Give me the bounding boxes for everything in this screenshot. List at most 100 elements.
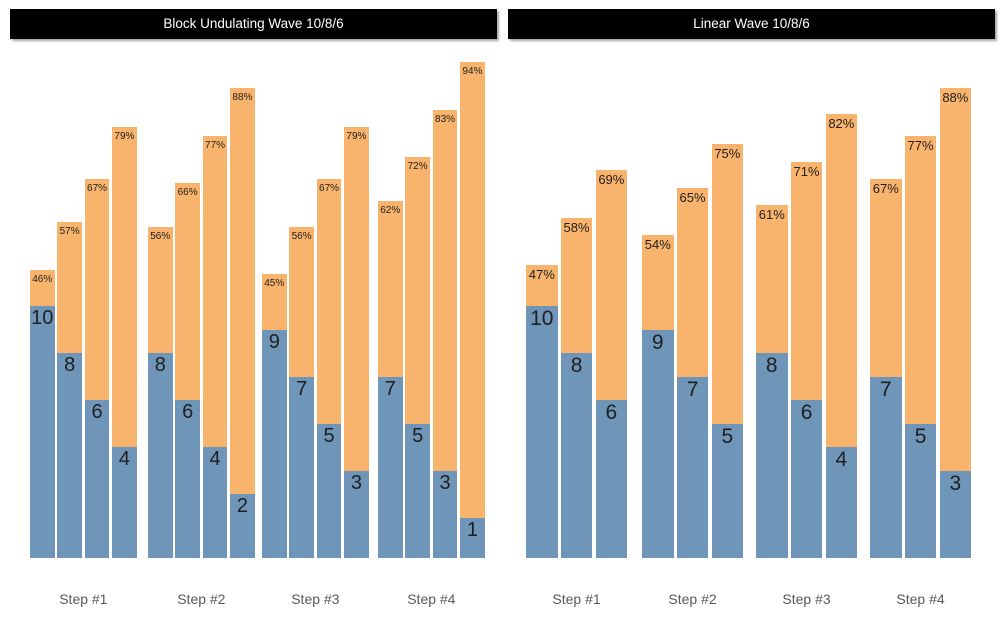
reps-bar-segment: 5 bbox=[316, 424, 342, 558]
reps-bar-segment: 6 bbox=[175, 400, 200, 558]
reps-value-label: 7 bbox=[686, 378, 699, 401]
intensity-bar-step2-3: 75% 5 bbox=[711, 144, 744, 558]
x-axis-step-label: Step #2 bbox=[668, 591, 717, 607]
reps-bar-segment: 3 bbox=[939, 471, 972, 558]
reps-bar-segment: 5 bbox=[904, 424, 937, 558]
reps-value-label: 6 bbox=[605, 401, 618, 424]
reps-value-label: 7 bbox=[296, 378, 308, 400]
intensity-percent-label: 69% bbox=[598, 172, 625, 187]
x-axis-step-label: Step #4 bbox=[896, 591, 945, 607]
intensity-percent-label: 79% bbox=[346, 131, 367, 142]
x-axis-step-label: Step #2 bbox=[177, 591, 226, 607]
intensity-percent-label: 47% bbox=[528, 267, 555, 282]
intensity-percent-label: 56% bbox=[291, 231, 312, 242]
reps-bar-segment: 4 bbox=[825, 447, 858, 558]
intensity-bar-step3-2: 71% 6 bbox=[790, 162, 823, 558]
reps-bar-segment: 7 bbox=[870, 377, 902, 558]
intensity-bar-step1-3: 69% 6 bbox=[595, 170, 628, 558]
intensity-percent-label: 88% bbox=[942, 90, 969, 105]
intensity-percent-label: 46% bbox=[32, 274, 53, 285]
intensity-percent-label: 88% bbox=[232, 92, 253, 103]
intensity-bar-step3-3: 67% 5 bbox=[316, 179, 342, 558]
intensity-bar-step1-3: 67% 6 bbox=[84, 179, 110, 558]
reps-value-label: 3 bbox=[350, 472, 362, 494]
intensity-bar-step3-4: 79% 3 bbox=[344, 127, 369, 558]
x-axis-step-label: Step #1 bbox=[552, 591, 601, 607]
intensity-bar-step1-2: 58% 8 bbox=[560, 218, 593, 558]
reps-bar-segment: 5 bbox=[711, 424, 744, 558]
reps-value-label: 5 bbox=[721, 425, 734, 448]
reps-bar-segment: 8 bbox=[756, 353, 788, 558]
reps-value-label: 4 bbox=[118, 448, 130, 470]
panel-title: Linear Wave 10/8/6 bbox=[693, 16, 810, 31]
intensity-bar-step3-2: 56% 7 bbox=[289, 227, 314, 558]
intensity-bar-step4-4: 94% 1 bbox=[460, 62, 485, 558]
reps-value-label: 5 bbox=[914, 425, 927, 448]
intensity-bar-step2-1: 56% 8 bbox=[148, 227, 173, 558]
reps-value-label: 9 bbox=[651, 331, 664, 354]
intensity-bar-step1-1: 46% 10 bbox=[30, 270, 55, 558]
x-axis-step-label: Step #3 bbox=[291, 591, 340, 607]
intensity-percent-label: 83% bbox=[435, 114, 456, 125]
intensity-bar-step2-2: 66% 6 bbox=[175, 183, 200, 558]
reps-bar-segment: 7 bbox=[378, 377, 403, 558]
reps-bar-segment: 10 bbox=[30, 306, 55, 558]
intensity-percent-label: 67% bbox=[87, 183, 108, 194]
reps-bar-segment: 1 bbox=[460, 518, 485, 558]
reps-bar-segment: 4 bbox=[202, 447, 228, 558]
reps-bar-segment: 2 bbox=[230, 494, 255, 558]
reps-value-label: 4 bbox=[209, 448, 221, 470]
x-axis-step-label: Step #3 bbox=[782, 591, 831, 607]
reps-value-label: 5 bbox=[412, 425, 424, 447]
intensity-bar-step4-2: 72% 5 bbox=[405, 157, 430, 558]
reps-bar-segment: 5 bbox=[405, 424, 430, 558]
intensity-percent-label: 62% bbox=[380, 205, 401, 216]
intensity-percent-label: 66% bbox=[177, 187, 198, 198]
reps-value-label: 8 bbox=[154, 354, 166, 376]
reps-bar-segment: 8 bbox=[57, 353, 82, 558]
reps-value-label: 9 bbox=[268, 331, 280, 353]
reps-bar-segment: 9 bbox=[642, 330, 674, 558]
intensity-bar-step3-1: 61% 8 bbox=[756, 205, 788, 558]
intensity-percent-label: 82% bbox=[828, 116, 855, 131]
reps-bar-segment: 3 bbox=[432, 471, 458, 558]
reps-value-label: 4 bbox=[835, 448, 848, 471]
panel-linear-wave: Linear Wave 10/8/6 47% 10 58% 8 69% 6 Step #1 5… bbox=[508, 0, 995, 618]
reps-value-label: 6 bbox=[91, 401, 103, 423]
x-axis-step-label: Step #1 bbox=[59, 591, 108, 607]
intensity-bar-step4-1: 62% 7 bbox=[378, 201, 403, 558]
reps-value-label: 2 bbox=[236, 495, 248, 517]
intensity-percent-label: 58% bbox=[563, 220, 590, 235]
reps-value-label: 10 bbox=[31, 307, 54, 329]
reps-value-label: 8 bbox=[765, 354, 778, 377]
intensity-percent-label: 61% bbox=[758, 207, 785, 222]
reps-value-label: 8 bbox=[64, 354, 76, 376]
intensity-bar-step3-3: 82% 4 bbox=[825, 114, 858, 558]
intensity-bar-step4-3: 83% 3 bbox=[432, 110, 458, 558]
plot-area: 46% 10 57% 8 67% 6 79% 4 Step #1 56% 8 66% 6 77% 4 88% 2… bbox=[10, 0, 497, 618]
reps-value-label: 1 bbox=[466, 519, 478, 541]
intensity-bar-step2-4: 88% 2 bbox=[230, 88, 255, 558]
intensity-percent-label: 56% bbox=[150, 231, 171, 242]
plot-area: 47% 10 58% 8 69% 6 Step #1 54% 9 65% 7 75% 5 Step #2 6… bbox=[508, 0, 995, 618]
reps-value-label: 3 bbox=[949, 472, 962, 495]
intensity-percent-label: 77% bbox=[907, 138, 934, 153]
reps-bar-segment: 6 bbox=[790, 400, 823, 558]
intensity-bar-step4-3: 88% 3 bbox=[939, 88, 972, 558]
reps-value-label: 6 bbox=[800, 401, 813, 424]
reps-bar-segment: 7 bbox=[289, 377, 314, 558]
intensity-bar-step1-2: 57% 8 bbox=[57, 222, 82, 558]
intensity-percent-label: 71% bbox=[793, 164, 820, 179]
intensity-percent-label: 57% bbox=[59, 226, 80, 237]
reps-bar-segment: 6 bbox=[84, 400, 110, 558]
reps-bar-segment: 8 bbox=[560, 353, 593, 558]
intensity-bar-step3-1: 45% 9 bbox=[262, 274, 287, 558]
reps-bar-segment: 6 bbox=[595, 400, 628, 558]
panel-title-bar: Block Undulating Wave 10/8/6 bbox=[10, 9, 497, 39]
reps-value-label: 10 bbox=[530, 307, 554, 330]
reps-bar-segment: 7 bbox=[676, 377, 709, 558]
intensity-bar-step2-1: 54% 9 bbox=[642, 235, 674, 558]
intensity-percent-label: 77% bbox=[205, 140, 226, 151]
reps-value-label: 6 bbox=[182, 401, 194, 423]
reps-bar-segment: 9 bbox=[262, 330, 287, 558]
